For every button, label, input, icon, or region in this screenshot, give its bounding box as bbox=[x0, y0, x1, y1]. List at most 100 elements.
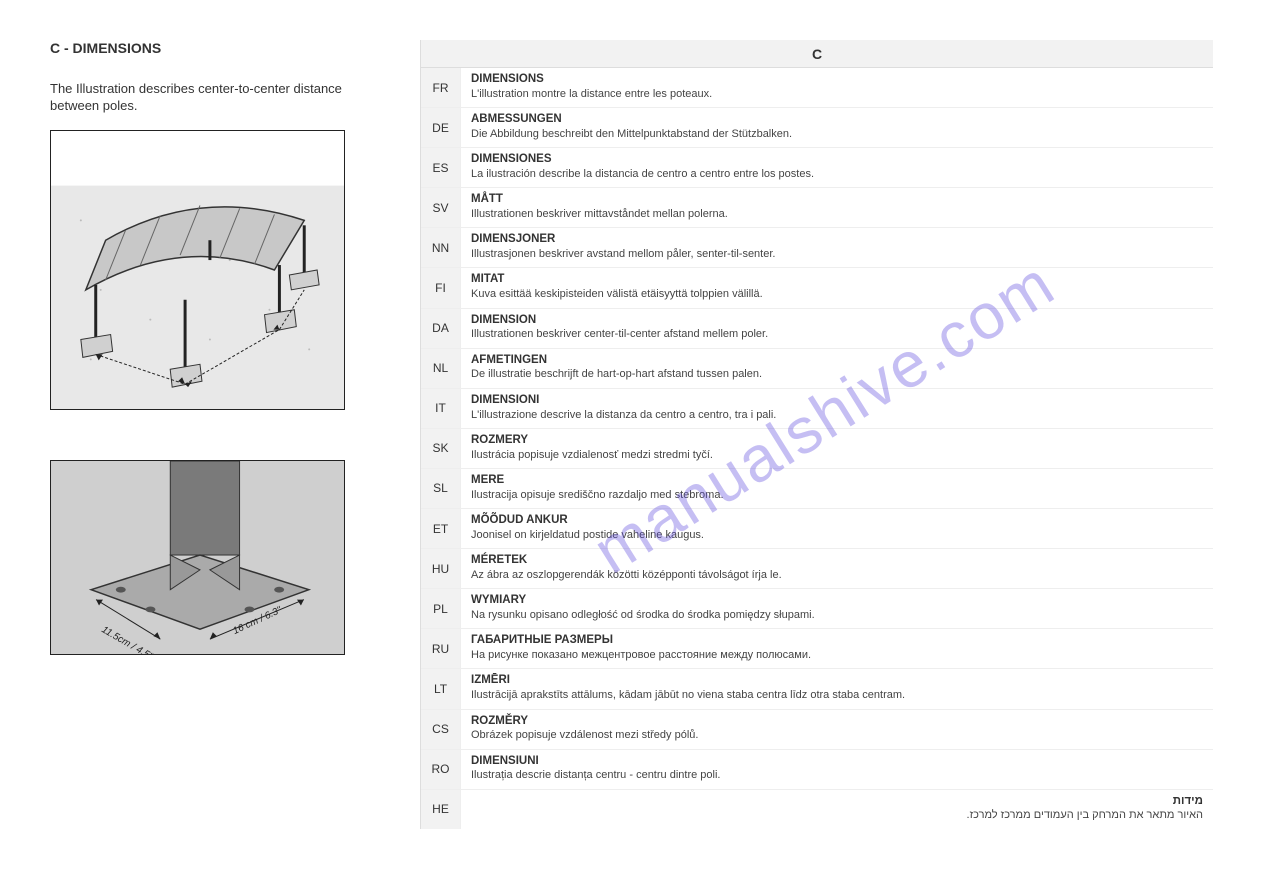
lang-desc: Illustrasjonen beskriver avstand mellom … bbox=[471, 247, 1203, 261]
lang-row: HUMÉRETEKAz ábra az oszlopgerendák közöt… bbox=[421, 549, 1213, 589]
lang-code: CS bbox=[421, 710, 461, 749]
lang-body: ROZMERYIlustrácia popisuje vzdialenosť m… bbox=[461, 429, 1213, 468]
lang-body: MÅTTIllustrationen beskriver mittavstånd… bbox=[461, 188, 1213, 227]
lang-code: NN bbox=[421, 228, 461, 267]
illustration-carport bbox=[50, 130, 345, 410]
lang-body: MITATKuva esittää keskipisteiden välistä… bbox=[461, 268, 1213, 307]
lang-body: ГАБАРИТНЫЕ РАЗМЕРЫНа рисунке показано ме… bbox=[461, 629, 1213, 668]
lang-desc: La ilustración describe la distancia de … bbox=[471, 167, 1203, 181]
lang-row: ESDIMENSIONESLa ilustración describe la … bbox=[421, 148, 1213, 188]
lang-code: HU bbox=[421, 549, 461, 588]
lang-code: FR bbox=[421, 68, 461, 107]
lang-row: ITDIMENSIONIL'illustrazione descrive la … bbox=[421, 389, 1213, 429]
lang-desc: Na rysunku opisano odległość od środka d… bbox=[471, 608, 1203, 622]
lang-row: SLMEREIlustracija opisuje središčno razd… bbox=[421, 469, 1213, 509]
lang-body: DIMENSIONESLa ilustración describe la di… bbox=[461, 148, 1213, 187]
lang-desc: Ilustrácia popisuje vzdialenosť medzi st… bbox=[471, 448, 1203, 462]
lang-title: WYMIARY bbox=[471, 594, 1203, 608]
lang-row: FIMITATKuva esittää keskipisteiden välis… bbox=[421, 268, 1213, 308]
lang-code: SL bbox=[421, 469, 461, 508]
lang-body: IZMĒRIIlustrācijā aprakstīts attālums, k… bbox=[461, 669, 1213, 708]
lang-code: ET bbox=[421, 509, 461, 548]
lang-row: ETMÕÕDUD ANKURJoonisel on kirjeldatud po… bbox=[421, 509, 1213, 549]
lang-title: מידות bbox=[471, 795, 1203, 809]
lang-row: SVMÅTTIllustrationen beskriver mittavstå… bbox=[421, 188, 1213, 228]
lang-row: LTIZMĒRIIlustrācijā aprakstīts attālums,… bbox=[421, 669, 1213, 709]
lang-title: DIMENSJONER bbox=[471, 233, 1203, 247]
lang-title: MERE bbox=[471, 474, 1203, 488]
lang-title: DIMENSIUNI bbox=[471, 755, 1203, 769]
lang-title: DIMENSIONI bbox=[471, 394, 1203, 408]
page: C - DIMENSIONS The Illustration describe… bbox=[50, 40, 1213, 829]
lang-title: ГАБАРИТНЫЕ РАЗМЕРЫ bbox=[471, 634, 1203, 648]
lang-row: HEמידותהאיור מתאר את המרחק בין העמודים מ… bbox=[421, 790, 1213, 829]
lang-desc: L'illustrazione descrive la distanza da … bbox=[471, 408, 1203, 422]
lang-title: MITAT bbox=[471, 273, 1203, 287]
lang-code: NL bbox=[421, 349, 461, 388]
lang-title: MÕÕDUD ANKUR bbox=[471, 514, 1203, 528]
lang-body: DIMENSJONERIllustrasjonen beskriver avst… bbox=[461, 228, 1213, 267]
table-header: C bbox=[421, 40, 1213, 68]
lang-code: FI bbox=[421, 268, 461, 307]
lang-row: NLAFMETINGENDe illustratie beschrijft de… bbox=[421, 349, 1213, 389]
left-column: C - DIMENSIONS The Illustration describe… bbox=[50, 40, 350, 829]
right-column: C FRDIMENSIONSL'illustration montre la d… bbox=[420, 40, 1213, 829]
lang-title: ROZMERY bbox=[471, 434, 1203, 448]
lang-body: מידותהאיור מתאר את המרחק בין העמודים ממר… bbox=[461, 790, 1213, 829]
lang-row: CSROZMĚRYObrázek popisuje vzdálenost mez… bbox=[421, 710, 1213, 750]
lang-title: DIMENSIONES bbox=[471, 153, 1203, 167]
lang-body: ROZMĚRYObrázek popisuje vzdálenost mezi … bbox=[461, 710, 1213, 749]
lang-row: FRDIMENSIONSL'illustration montre la dis… bbox=[421, 68, 1213, 108]
lang-row: NNDIMENSJONERIllustrasjonen beskriver av… bbox=[421, 228, 1213, 268]
lang-code: DA bbox=[421, 309, 461, 348]
lang-desc: На рисунке показано межцентровое расстоя… bbox=[471, 648, 1203, 662]
lang-body: DIMENSIONIllustrationen beskriver center… bbox=[461, 309, 1213, 348]
intro-text: The Illustration describes center-to-cen… bbox=[50, 81, 350, 115]
section-title: C - DIMENSIONS bbox=[50, 40, 350, 56]
lang-code: RU bbox=[421, 629, 461, 668]
lang-title: IZMĒRI bbox=[471, 674, 1203, 688]
lang-desc: האיור מתאר את המרחק בין העמודים ממרכז למ… bbox=[471, 808, 1203, 822]
lang-desc: L'illustration montre la distance entre … bbox=[471, 87, 1203, 101]
lang-body: DIMENSIUNIIlustrația descrie distanța ce… bbox=[461, 750, 1213, 789]
lang-row: PL WYMIARYNa rysunku opisano odległość od… bbox=[421, 589, 1213, 629]
lang-code: SK bbox=[421, 429, 461, 468]
lang-title: MÅTT bbox=[471, 193, 1203, 207]
lang-code: DE bbox=[421, 108, 461, 147]
lang-body: ABMESSUNGENDie Abbildung beschreibt den … bbox=[461, 108, 1213, 147]
table-header-label: C bbox=[812, 46, 822, 62]
lang-body: MEREIlustracija opisuje središčno razdal… bbox=[461, 469, 1213, 508]
lang-title: ABMESSUNGEN bbox=[471, 113, 1203, 127]
lang-desc: Kuva esittää keskipisteiden välistä etäi… bbox=[471, 287, 1203, 301]
lang-body: MÉRETEKAz ábra az oszlopgerendák közötti… bbox=[461, 549, 1213, 588]
lang-desc: Joonisel on kirjeldatud postide vaheline… bbox=[471, 528, 1203, 542]
lang-body: DIMENSIONIL'illustrazione descrive la di… bbox=[461, 389, 1213, 428]
lang-desc: Ilustrācijā aprakstīts attālums, kādam j… bbox=[471, 688, 1203, 702]
lang-code: HE bbox=[421, 790, 461, 829]
lang-desc: Az ábra az oszlopgerendák közötti középp… bbox=[471, 568, 1203, 582]
illustration-footplate: 11.5cm / 4.5" 16 cm / 6.3" bbox=[50, 460, 345, 655]
lang-desc: Ilustrația descrie distanța centru - cen… bbox=[471, 768, 1203, 782]
lang-desc: De illustratie beschrijft de hart-op-har… bbox=[471, 367, 1203, 381]
lang-row: RUГАБАРИТНЫЕ РАЗМЕРЫНа рисунке показано … bbox=[421, 629, 1213, 669]
lang-desc: Obrázek popisuje vzdálenost mezi středy … bbox=[471, 728, 1203, 742]
lang-row: RODIMENSIUNIIlustrația descrie distanța … bbox=[421, 750, 1213, 790]
lang-row: DADIMENSIONIllustrationen beskriver cent… bbox=[421, 309, 1213, 349]
lang-code: PL bbox=[421, 589, 461, 628]
lang-body: MÕÕDUD ANKURJoonisel on kirjeldatud post… bbox=[461, 509, 1213, 548]
lang-title: MÉRETEK bbox=[471, 554, 1203, 568]
lang-title: ROZMĚRY bbox=[471, 715, 1203, 729]
lang-body: DIMENSIONSL'illustration montre la dista… bbox=[461, 68, 1213, 107]
lang-code: SV bbox=[421, 188, 461, 227]
lang-code: LT bbox=[421, 669, 461, 708]
translation-table: C FRDIMENSIONSL'illustration montre la d… bbox=[420, 40, 1213, 829]
lang-title: AFMETINGEN bbox=[471, 354, 1203, 368]
lang-desc: Illustrationen beskriver center-til-cent… bbox=[471, 327, 1203, 341]
lang-desc: Die Abbildung beschreibt den Mittelpunkt… bbox=[471, 127, 1203, 141]
lang-row: DEABMESSUNGENDie Abbildung beschreibt de… bbox=[421, 108, 1213, 148]
lang-desc: Illustrationen beskriver mittavståndet m… bbox=[471, 207, 1203, 221]
lang-row: SKROZMERYIlustrácia popisuje vzdialenosť… bbox=[421, 429, 1213, 469]
lang-code: RO bbox=[421, 750, 461, 789]
lang-body: AFMETINGENDe illustratie beschrijft de h… bbox=[461, 349, 1213, 388]
lang-title: DIMENSIONS bbox=[471, 73, 1203, 87]
